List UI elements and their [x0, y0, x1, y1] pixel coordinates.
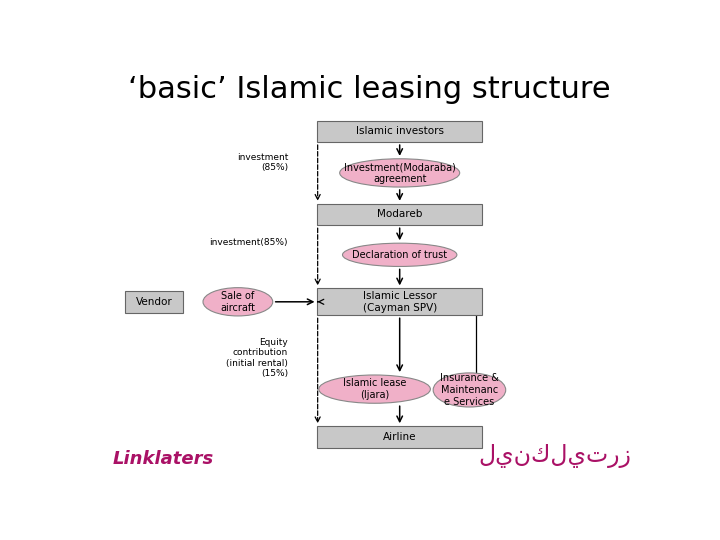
- FancyBboxPatch shape: [318, 204, 482, 225]
- Text: Sale of
aircraft: Sale of aircraft: [220, 291, 256, 313]
- FancyBboxPatch shape: [125, 291, 184, 313]
- Text: Islamic investors: Islamic investors: [356, 126, 444, 136]
- Ellipse shape: [319, 375, 431, 403]
- Text: investment(85%): investment(85%): [210, 238, 288, 247]
- Text: Airline: Airline: [383, 432, 416, 442]
- Text: Linklaters: Linklaters: [112, 450, 214, 468]
- Text: Islamic lease
(Ijara): Islamic lease (Ijara): [343, 379, 406, 400]
- FancyBboxPatch shape: [318, 120, 482, 142]
- Text: Vendor: Vendor: [136, 297, 173, 307]
- Ellipse shape: [343, 243, 457, 266]
- Text: لينكليترز: لينكليترز: [478, 444, 631, 468]
- Text: Investment(Modaraba)
agreement: Investment(Modaraba) agreement: [343, 162, 456, 184]
- FancyBboxPatch shape: [318, 426, 482, 448]
- Text: Declaration of trust: Declaration of trust: [352, 250, 447, 260]
- Text: Equity
contribution
(initial rental)
(15%): Equity contribution (initial rental) (15…: [226, 338, 288, 378]
- Text: investment
(85%): investment (85%): [237, 153, 288, 172]
- Ellipse shape: [433, 373, 505, 407]
- Ellipse shape: [203, 288, 273, 316]
- Ellipse shape: [340, 159, 459, 187]
- Text: Modareb: Modareb: [377, 210, 423, 219]
- FancyBboxPatch shape: [318, 288, 482, 315]
- Text: ‘basic’ Islamic leasing structure: ‘basic’ Islamic leasing structure: [127, 75, 611, 104]
- Text: Islamic Lessor
(Cayman SPV): Islamic Lessor (Cayman SPV): [363, 291, 437, 313]
- Text: Insurance &
Maintenanc
e Services: Insurance & Maintenanc e Services: [440, 373, 499, 407]
